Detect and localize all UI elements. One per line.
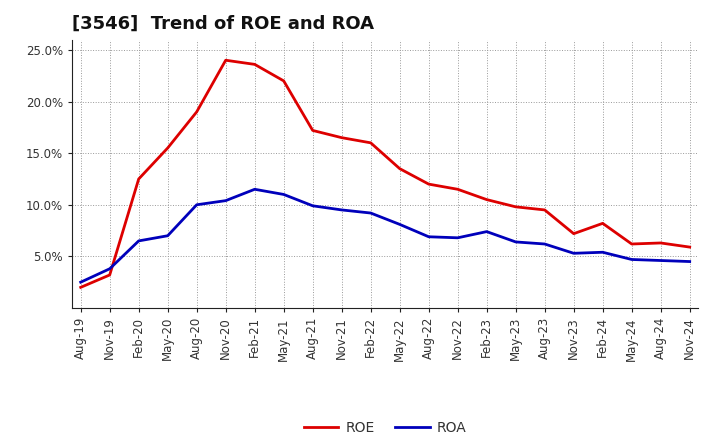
ROE [366, 140, 375, 146]
ROE [570, 231, 578, 236]
Legend: ROE, ROA: ROE, ROA [298, 415, 472, 440]
ROE [192, 109, 201, 114]
ROA [570, 251, 578, 256]
ROE [76, 285, 85, 290]
ROE [251, 62, 259, 67]
ROA [221, 198, 230, 203]
ROE [105, 272, 114, 278]
ROE [308, 128, 317, 133]
ROA [424, 234, 433, 239]
ROE [627, 242, 636, 247]
ROA [105, 266, 114, 271]
ROA [511, 239, 520, 245]
ROA [482, 229, 491, 234]
ROE [598, 221, 607, 226]
ROE [163, 145, 172, 150]
ROE [395, 166, 404, 171]
ROA [657, 258, 665, 263]
ROA [279, 192, 288, 197]
ROA [76, 279, 85, 285]
ROA [454, 235, 462, 240]
ROA [366, 210, 375, 216]
ROE [511, 204, 520, 209]
ROE [482, 197, 491, 202]
ROE [657, 240, 665, 246]
ROE [279, 78, 288, 84]
ROE [541, 207, 549, 213]
ROA [541, 242, 549, 247]
ROE [685, 245, 694, 250]
ROE [221, 58, 230, 63]
Text: [3546]  Trend of ROE and ROA: [3546] Trend of ROE and ROA [72, 15, 374, 33]
ROE [454, 187, 462, 192]
ROA [338, 207, 346, 213]
ROA [598, 249, 607, 255]
ROE [424, 181, 433, 187]
ROA [135, 238, 143, 244]
ROA [685, 259, 694, 264]
Line: ROA: ROA [81, 189, 690, 282]
ROA [395, 222, 404, 227]
ROA [163, 233, 172, 238]
ROA [251, 187, 259, 192]
ROE [338, 135, 346, 140]
Line: ROE: ROE [81, 60, 690, 287]
ROA [308, 203, 317, 209]
ROA [192, 202, 201, 207]
ROA [627, 257, 636, 262]
ROE [135, 176, 143, 182]
